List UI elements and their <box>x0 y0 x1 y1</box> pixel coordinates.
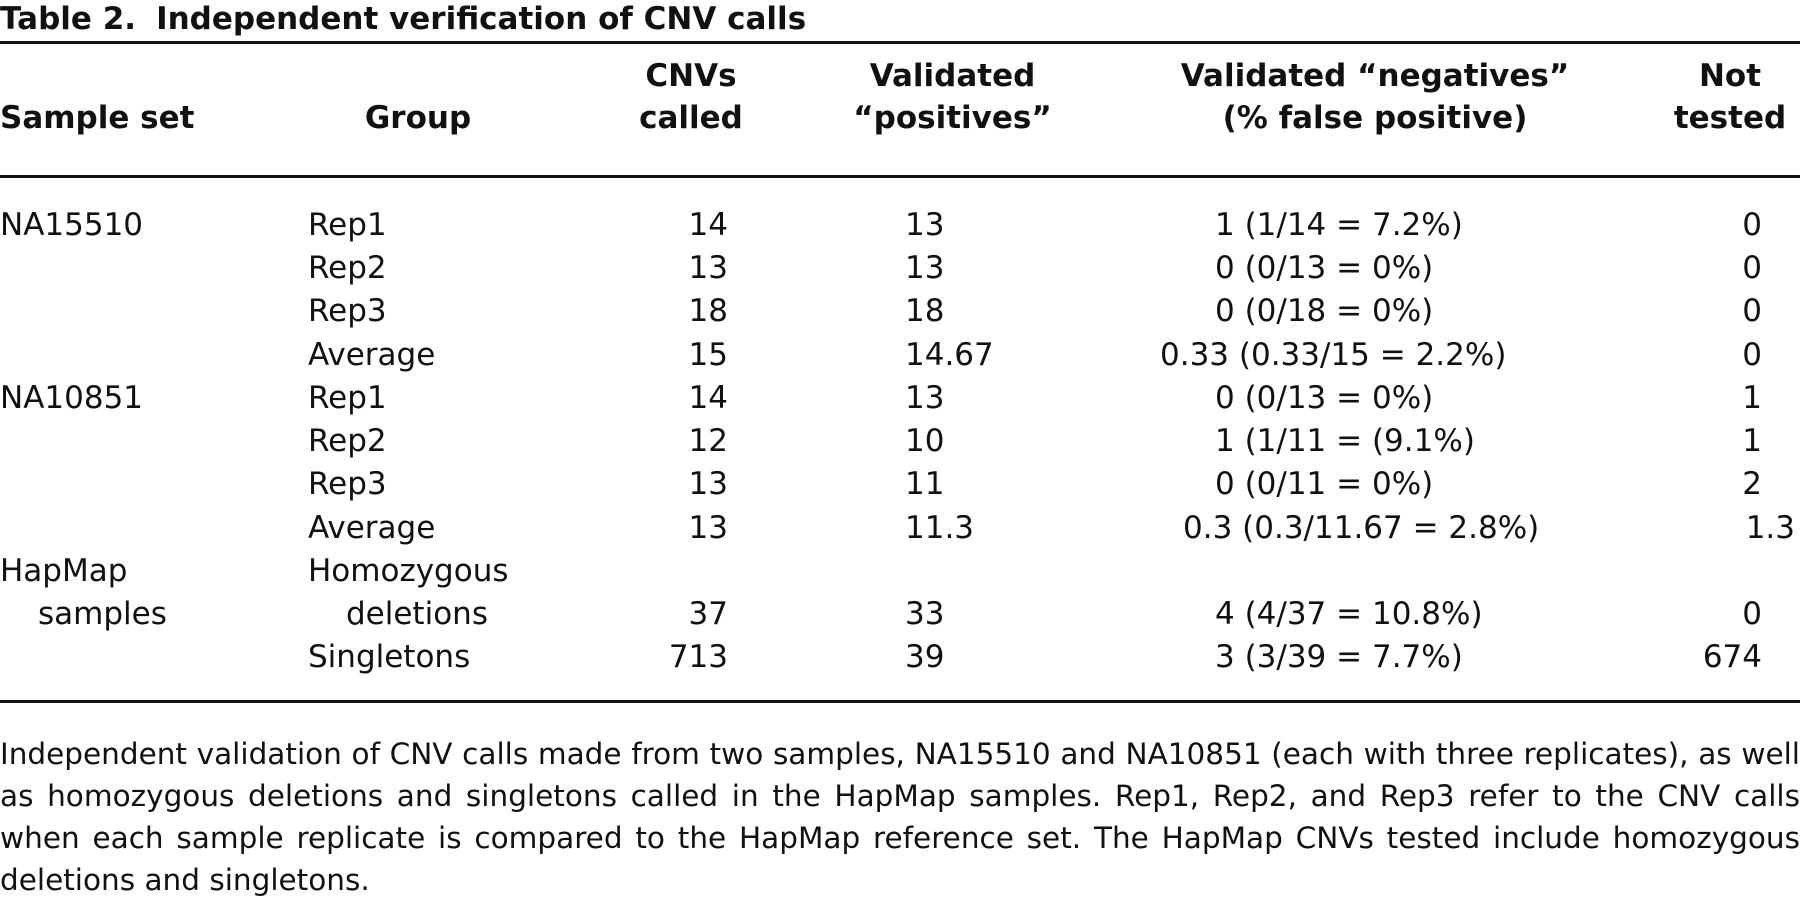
cell-group: Rep2 <box>308 423 387 459</box>
cell-cnvs-called: 13 <box>688 250 728 286</box>
cell-cnvs-called: 14 <box>688 380 728 416</box>
cell-group: Rep1 <box>308 380 387 416</box>
cell-not-tested: 0 <box>1742 596 1762 632</box>
cell-not-tested: 2 <box>1742 466 1762 502</box>
cell-not-tested: 1 <box>1742 380 1762 416</box>
cell-cnvs-called: 13 <box>688 510 728 546</box>
table-caption: Independent validation of CNV calls made… <box>0 737 1800 897</box>
cell-validated-negatives: 4 (4/37 = 10.8%) <box>1215 596 1483 632</box>
cell-group: Homozygous <box>308 553 509 589</box>
cell-validated-negatives: 3 (3/39 = 7.7%) <box>1215 639 1463 675</box>
table-title-text: Independent verification of CNV calls <box>156 1 807 37</box>
cell-validated-negatives: 1 (1/14 = 7.2%) <box>1215 207 1463 243</box>
cell-group: deletions <box>346 596 488 632</box>
cell-cnvs-called: 15 <box>688 337 728 373</box>
cell-not-tested: 0 <box>1742 293 1762 329</box>
cell-sample: NA10851 <box>0 380 144 416</box>
header-not-tested-2: tested <box>1673 100 1787 136</box>
cell-not-tested: 0 <box>1742 337 1762 373</box>
cell-validated-negatives: 0.33 (0.33/15 = 2.2%) <box>1160 337 1507 373</box>
cell-not-tested: 0 <box>1742 250 1762 286</box>
header-validated-negatives-1: Validated “negatives” <box>1180 58 1570 94</box>
cell-cnvs-called: 12 <box>688 423 728 459</box>
header-cnvs-called-2: called <box>639 100 743 136</box>
header-validated-positives-2: “positives” <box>853 100 1052 136</box>
header-sample-set: Sample set <box>0 100 195 136</box>
cell-sample: HapMap <box>0 553 128 589</box>
cell-validated-positives: 11.3 <box>905 510 975 546</box>
cell-sample: samples <box>38 596 167 632</box>
cell-validated-positives: 13 <box>905 207 945 243</box>
cell-validated-positives: 11 <box>905 466 945 502</box>
header-rule <box>0 175 1800 178</box>
cell-group: Average <box>308 510 436 546</box>
cell-validated-negatives: 0 (0/11 = 0%) <box>1215 466 1434 502</box>
header-group: Group <box>364 100 472 136</box>
cell-group: Rep2 <box>308 250 387 286</box>
table-title: Table 2. Independent verification of CNV … <box>0 0 806 40</box>
cell-not-tested: 0 <box>1742 207 1762 243</box>
header-not-tested-1: Not <box>1698 58 1762 94</box>
cell-validated-positives: 33 <box>905 596 945 632</box>
cell-group: Rep3 <box>308 293 387 329</box>
cell-cnvs-called: 37 <box>688 596 728 632</box>
header-cnvs-called-1: CNVs <box>645 58 737 94</box>
header-validated-negatives-2: (% false positive) <box>1222 100 1528 136</box>
cell-cnvs-called: 14 <box>688 207 728 243</box>
header-validated-positives-1: Validated <box>869 58 1036 94</box>
cell-validated-negatives: 0.3 (0.3/11.67 = 2.8%) <box>1183 510 1540 546</box>
cell-group: Rep1 <box>308 207 387 243</box>
bottom-rule <box>0 700 1800 703</box>
cell-validated-negatives: 0 (0/13 = 0%) <box>1215 380 1434 416</box>
cell-validated-positives: 18 <box>905 293 945 329</box>
cell-group: Average <box>308 337 436 373</box>
table-label: Table 2. <box>0 1 137 37</box>
cell-not-tested: 1.3 <box>1745 510 1795 546</box>
cell-cnvs-called: 713 <box>668 639 728 675</box>
cell-validated-positives: 13 <box>905 250 945 286</box>
cell-validated-negatives: 0 (0/18 = 0%) <box>1215 293 1434 329</box>
cell-validated-positives: 39 <box>905 639 945 675</box>
cell-cnvs-called: 18 <box>688 293 728 329</box>
cell-group: Singletons <box>308 639 471 675</box>
cell-not-tested: 1 <box>1742 423 1762 459</box>
cell-cnvs-called: 13 <box>688 466 728 502</box>
cell-not-tested: 674 <box>1702 639 1762 675</box>
cell-validated-positives: 10 <box>905 423 945 459</box>
cell-validated-positives: 14.67 <box>905 337 994 373</box>
cell-validated-positives: 13 <box>905 380 945 416</box>
cell-sample: NA15510 <box>0 207 144 243</box>
cell-validated-negatives: 0 (0/13 = 0%) <box>1215 250 1434 286</box>
top-rule <box>0 41 1800 44</box>
cell-validated-negatives: 1 (1/11 = (9.1%) <box>1215 423 1475 459</box>
cell-group: Rep3 <box>308 466 387 502</box>
